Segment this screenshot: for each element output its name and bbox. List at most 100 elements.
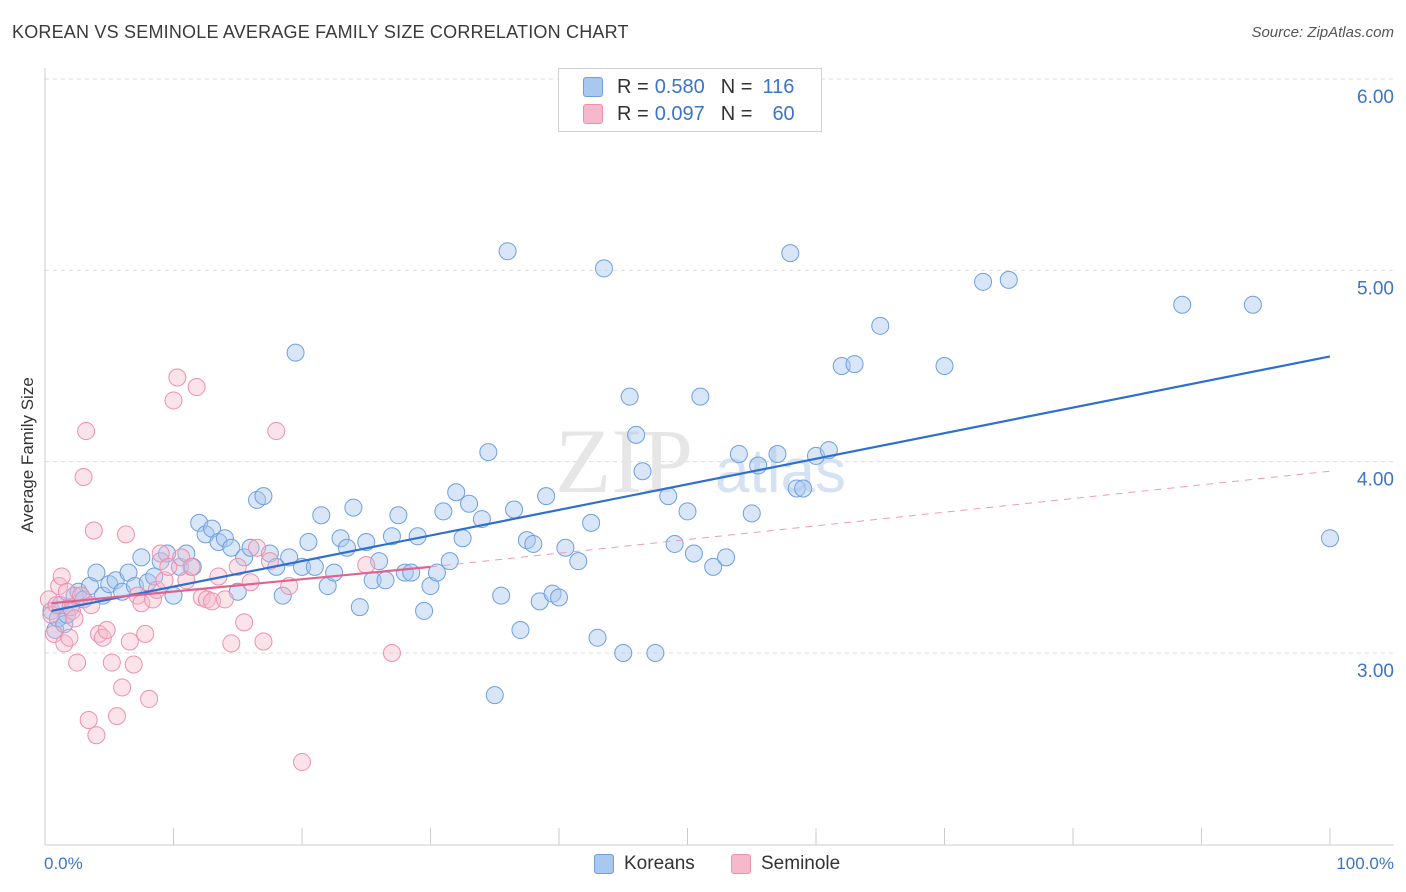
bottom-legend-swatch-koreans [594,854,614,874]
korean-point-83 [556,538,575,557]
legend-row-seminole: R = 0.097 N = 60 [583,101,795,127]
korean-point-58 [389,506,408,525]
bottom-legend-label-koreans: Koreans [624,853,695,874]
korean-point-52 [350,598,369,617]
korean-point-105 [787,479,806,498]
korean-point-88 [614,644,633,662]
korean-point-53 [357,533,376,552]
bottom-legend-seminole[interactable]: Seminole [731,851,840,877]
bottom-legend-swatch-seminole [731,854,751,874]
legend-r-label: R = [617,75,649,98]
seminole-point-6 [55,634,74,653]
legend-n-label: N = [720,102,753,125]
seminole-point-41 [182,557,201,576]
korean-point-100 [729,445,748,464]
legend-n-value-koreans: 116 [762,75,795,98]
bottom-legend-koreans[interactable]: Koreans [594,851,695,877]
korean-point-71 [479,443,498,462]
korean-point-76 [511,621,530,640]
seminole-point-22 [102,653,121,672]
korean-point-115 [1173,295,1192,314]
seminole-point-37 [164,391,183,410]
korean-point-117 [1321,529,1339,548]
legend-r-value-koreans: 0.580 [654,75,705,98]
korean-point-66 [440,552,459,571]
seminole-point-24 [113,678,132,697]
korean-point-78 [524,534,543,553]
korean-point-104 [781,244,800,263]
seminole-point-18 [87,726,106,745]
korean-point-41 [280,548,299,567]
korean-point-11 [87,563,106,582]
korean-point-116 [1243,295,1262,314]
source-label: Source: ZipAtlas.com [1251,24,1394,41]
seminole-point-54 [260,552,279,571]
korean-point-44 [299,533,318,552]
korean-point-67 [447,483,466,502]
seminole-point-51 [241,573,260,592]
korean-point-110 [845,355,864,374]
seminole-point-17 [84,521,103,540]
seminole-point-58 [357,555,376,574]
korean-point-31 [215,529,234,548]
korean-point-111 [871,316,890,335]
korean-point-34 [235,548,254,567]
korean-point-23 [164,586,183,605]
seminole-point-11 [68,653,87,672]
x-tick-label-min: 0.0% [44,854,83,873]
watermark-zip: ZIP [555,410,693,512]
korean-point-106 [794,479,813,498]
korean-point-74 [498,242,517,261]
korean-point-18 [132,548,151,567]
seminole-point-49 [228,557,247,576]
seminole-point-53 [254,632,273,651]
seminole-point-7 [57,582,76,601]
korean-point-62 [415,601,434,620]
korean-point-51 [344,498,363,517]
korean-point-37 [254,487,273,506]
korean-point-95 [678,502,697,521]
korean-point-103 [768,445,787,464]
bottom-legend-label-seminole: Seminole [761,853,841,874]
seminole-trendline [51,565,431,605]
korean-point-86 [588,628,607,647]
korean-point-64 [427,563,446,582]
korean-point-96 [684,544,703,563]
korean-point-46 [312,506,331,525]
y-tick-label-2: 5.00 [1357,278,1394,299]
korean-point-97 [691,387,710,406]
series-koreans [42,242,1339,705]
y-tick-label-3: 6.00 [1357,87,1394,108]
seminole-point-15 [79,710,98,729]
korean-point-56 [376,571,395,590]
korean-point-84 [569,552,588,571]
korean-point-92 [646,644,665,662]
korean-point-35 [241,538,260,557]
axes [44,68,1394,846]
seminole-point-36 [159,557,178,576]
legend-r-label: R = [617,102,649,125]
series-seminole [39,368,401,772]
korean-point-89 [620,387,639,406]
korean-point-20 [145,567,164,586]
korean-point-42 [286,343,305,362]
seminole-point-48 [222,634,241,653]
korean-point-87 [594,259,613,278]
chart-title: KOREAN VS SEMINOLE AVERAGE FAMILY SIZE C… [12,22,629,42]
legend-swatch-seminole [583,104,603,124]
y-tick-labels: 3.00 4.00 5.00 6.00 [1357,87,1394,682]
korean-point-65 [434,502,453,521]
korean-point-99 [717,548,736,567]
seminole-point-26 [120,632,139,651]
seminole-point-23 [107,707,126,726]
legend-n-value-seminole: 60 [772,102,795,125]
korean-point-60 [402,563,421,582]
seminole-point-42 [187,378,206,397]
seminole-point-27 [124,655,143,674]
korean-point-32 [222,538,241,557]
korean-point-98 [704,557,723,576]
watermark-atlas: atlas [715,437,846,506]
korean-point-48 [325,563,344,582]
legend-swatch-koreans [583,77,603,97]
